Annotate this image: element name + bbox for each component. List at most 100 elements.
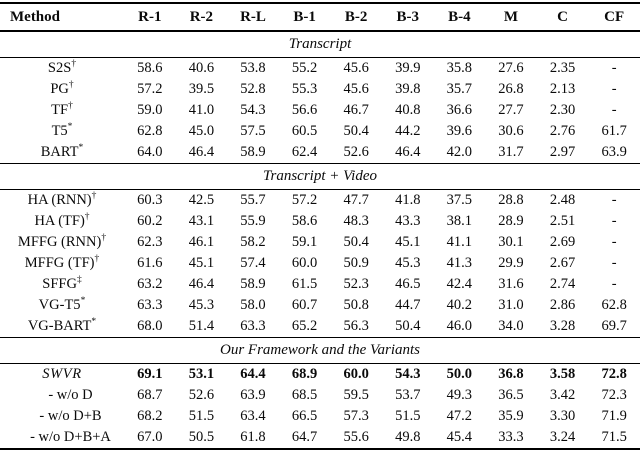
value-cell: 71.5	[601, 429, 627, 445]
value-cell: 45.1	[188, 255, 215, 271]
value-cell: 57.2	[137, 81, 163, 97]
table-row: MFFG (TF)† 61.6 45.1 57.4 60.0 50.9 45.3 41.3 29…	[0, 253, 640, 274]
method-cell: HA (TF)†	[0, 211, 124, 232]
value-cell: 48.3	[343, 213, 369, 229]
value-cell: 44.2	[395, 123, 421, 139]
value-cell: 36.8	[498, 366, 524, 382]
value-cell: 42.0	[446, 144, 473, 160]
table-row: VG-T5* 63.3 45.3 58.0 60.7 50.8 44.7 40.2 31.0 2.…	[0, 295, 640, 316]
method-cell: SFFG‡	[0, 274, 124, 295]
table-row: PG† 57.2 39.5 52.8 55.3 45.6 39.8 35.7 26.8 2.13 -	[0, 79, 640, 100]
method-name: SFFG	[42, 276, 77, 292]
value-cell: 31.6	[498, 276, 524, 292]
value-cell: 56.6	[291, 102, 318, 118]
table-row: T5* 62.8 45.0 57.5 60.5 50.4 44.2 39.6 30.6 2.76 6…	[0, 121, 640, 142]
value-cell: 54.3	[240, 102, 266, 118]
value-cell: 2.97	[549, 144, 576, 160]
value-cell: 63.4	[240, 408, 266, 424]
value-cell: 55.6	[343, 429, 369, 445]
value-cell: 50.9	[343, 255, 369, 271]
value-cell: 50.4	[343, 234, 369, 250]
value-cell: 60.5	[291, 123, 318, 139]
value-cell: 52.8	[240, 81, 266, 97]
value-cell: 39.8	[395, 81, 421, 97]
value-cell: 60.2	[137, 213, 163, 229]
value-cell: 69.1	[137, 366, 163, 382]
table-header: Method R-1 R-2 R-L B-1 B-2 B-3 B-4 M C CF	[0, 3, 640, 32]
value-cell: 53.1	[188, 366, 215, 382]
table-row: MFFG (RNN)† 62.3 46.1 58.2 59.1 50.4 45.1 41.1 3…	[0, 232, 640, 253]
table-row: - w/o D 68.7 52.6 63.9 68.5 59.5 53.7 49.3 36.5 3…	[0, 385, 640, 406]
value-cell: 64.7	[291, 429, 318, 445]
value-cell: 55.2	[291, 60, 318, 76]
value-cell: 34.0	[498, 318, 524, 334]
method-name: - w/o D	[48, 387, 93, 403]
value-cell: 61.7	[601, 123, 627, 139]
value-cell: 36.6	[446, 102, 473, 118]
value-cell: 62.8	[601, 297, 627, 313]
value-cell: 41.1	[446, 234, 473, 250]
value-cell: -	[611, 234, 617, 250]
method-superscript: *	[67, 122, 73, 133]
value-cell: 3.58	[549, 366, 576, 382]
col-header-b-1: B-1	[278, 3, 331, 32]
method-superscript: ‡	[76, 275, 82, 286]
value-cell: 68.2	[137, 408, 163, 424]
value-cell: 59.5	[343, 387, 369, 403]
value-cell: 46.4	[188, 276, 215, 292]
method-name: HA (RNN)	[27, 192, 92, 208]
col-header-method: Method	[0, 3, 124, 32]
method-superscript: †	[94, 254, 100, 265]
method-name: T5	[51, 123, 68, 139]
value-cell: 64.4	[240, 366, 266, 382]
col-header-b-3: B-3	[381, 3, 434, 32]
value-cell: 46.4	[188, 144, 215, 160]
method-name: S2S	[47, 60, 72, 76]
value-cell: 63.3	[137, 297, 163, 313]
method-cell: MFFG (TF)†	[0, 253, 124, 274]
value-cell: 61.8	[240, 429, 266, 445]
value-cell: -	[611, 192, 617, 208]
value-cell: 68.9	[291, 366, 318, 382]
method-name: VG-T5	[38, 297, 81, 313]
col-header-r-2: R-2	[175, 3, 228, 32]
method-superscript: †	[84, 212, 90, 223]
value-cell: 63.9	[601, 144, 627, 160]
method-cell: TF†	[0, 100, 124, 121]
table-row: S2S† 58.6 40.6 53.8 55.2 45.6 39.9 35.8 27.6 2.35…	[0, 58, 640, 80]
value-cell: 30.1	[498, 234, 524, 250]
value-cell: 26.8	[498, 81, 524, 97]
value-cell: 50.0	[446, 366, 473, 382]
method-name: VG-BART	[27, 318, 92, 334]
value-cell: 46.7	[343, 102, 369, 118]
value-cell: 59.1	[291, 234, 318, 250]
method-cell: PG†	[0, 79, 124, 100]
value-cell: 63.9	[240, 387, 266, 403]
value-cell: 61.6	[137, 255, 163, 271]
value-cell: -	[611, 102, 617, 118]
value-cell: 39.6	[446, 123, 473, 139]
value-cell: 57.4	[240, 255, 266, 271]
method-cell: VG-BART*	[0, 316, 124, 338]
value-cell: 45.3	[188, 297, 215, 313]
method-superscript: *	[80, 296, 86, 307]
value-cell: 68.0	[137, 318, 163, 334]
value-cell: 55.3	[291, 81, 318, 97]
value-cell: 2.67	[549, 255, 576, 271]
value-cell: 35.7	[446, 81, 473, 97]
col-header-c: C	[536, 3, 589, 32]
value-cell: 52.3	[343, 276, 369, 292]
value-cell: 56.3	[343, 318, 369, 334]
value-cell: 28.9	[498, 213, 524, 229]
col-header-r-1: R-1	[124, 3, 176, 32]
col-header-b-4: B-4	[433, 3, 486, 32]
value-cell: 47.2	[446, 408, 473, 424]
value-cell: 49.8	[395, 429, 421, 445]
method-cell: - w/o D+B	[0, 406, 124, 427]
value-cell: 40.8	[395, 102, 421, 118]
value-cell: 41.0	[188, 102, 215, 118]
method-cell: VG-T5*	[0, 295, 124, 316]
value-cell: 62.4	[291, 144, 318, 160]
value-cell: 31.7	[498, 144, 524, 160]
